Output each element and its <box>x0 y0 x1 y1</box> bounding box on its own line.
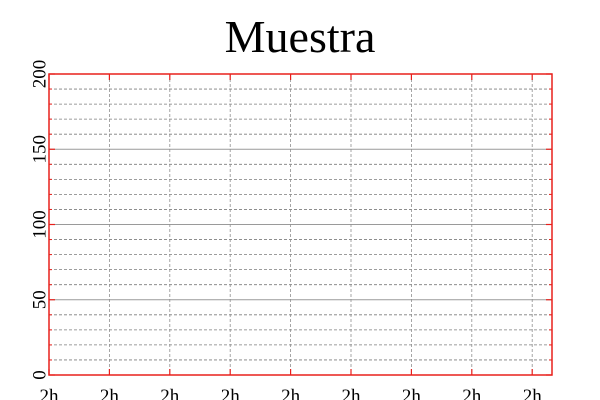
y-tick-label: 150 <box>30 135 51 164</box>
chart-title: Muestra <box>225 11 376 62</box>
x-tick-label: 2h <box>221 386 241 400</box>
grid <box>49 74 552 375</box>
x-tick-label: 2h <box>342 386 362 400</box>
x-tick-label: 2h <box>402 386 422 400</box>
x-tick-label: 2h <box>281 386 301 400</box>
y-tick-label: 50 <box>30 290 51 309</box>
x-tick-label: 2h <box>40 386 60 400</box>
x-tick-label: 2h <box>523 386 543 400</box>
x-tick-label: 2h <box>160 386 180 400</box>
y-tick-label: 200 <box>30 60 51 89</box>
y-tick-label: 100 <box>30 210 51 239</box>
y-tick-label: 0 <box>30 370 51 380</box>
ticks <box>48 73 552 376</box>
x-tick-label: 2h <box>462 386 482 400</box>
x-axis-tick-labels: 2h 2h 2h 2h 2h 2h 2h 2h 2h <box>40 386 543 400</box>
x-tick-label: 2h <box>100 386 120 400</box>
y-axis-tick-labels: 0 50 100 150 200 <box>30 60 51 380</box>
